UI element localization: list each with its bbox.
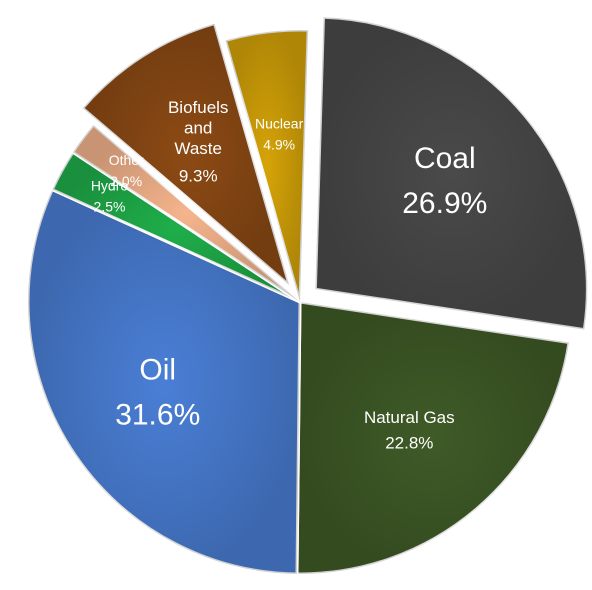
- value-label: 26.9%: [402, 187, 487, 220]
- value-label: 2.5%: [94, 199, 126, 215]
- slice-label: Oil: [139, 353, 176, 386]
- slice-label: Natural Gas: [364, 408, 455, 427]
- slice-label: Biofuels and Waste: [168, 99, 228, 159]
- value-label: 31.6%: [115, 398, 200, 431]
- slice-label: Coal: [414, 142, 476, 175]
- value-label: 2.0%: [110, 173, 142, 189]
- value-label: 9.3%: [179, 167, 218, 186]
- slice-label: Other: [109, 152, 144, 168]
- slice-label: Hydro: [91, 178, 129, 194]
- slice-label: Nuclear: [255, 116, 304, 132]
- value-label: 4.9%: [263, 137, 295, 153]
- pie: [26, 15, 589, 576]
- value-label: 22.8%: [385, 434, 433, 453]
